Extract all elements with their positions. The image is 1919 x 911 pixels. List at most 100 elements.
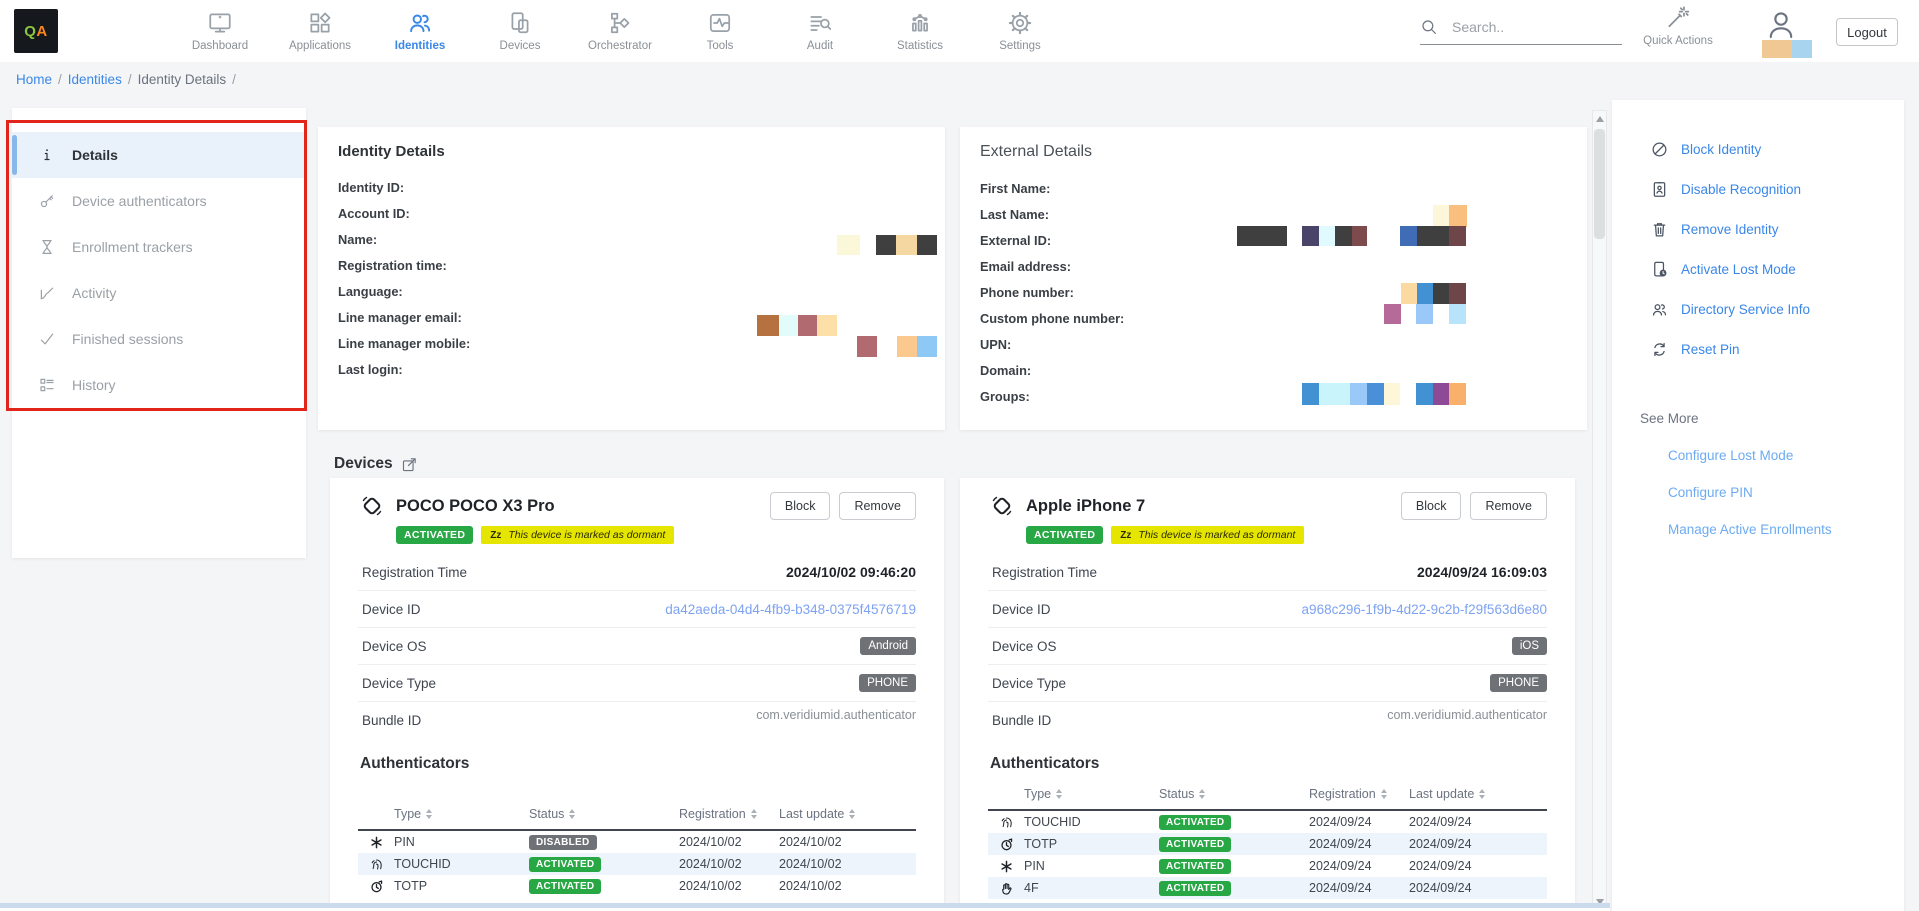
vertical-scrollbar[interactable] [1592, 110, 1607, 911]
authenticator-row[interactable]: PIN DISABLED 2024/10/02 2024/10/02 [358, 831, 916, 853]
directory-service-info-action[interactable]: Directory Service Info [1650, 300, 1904, 319]
redacted-block [917, 235, 937, 255]
device-status-badge: ACTIVATED [1026, 526, 1104, 544]
sort-registration[interactable]: Registration [1309, 787, 1409, 801]
magic-wand-icon [1665, 4, 1691, 30]
scrollbar-thumb[interactable] [1594, 129, 1605, 239]
identity-details-panel: Identity Details Identity ID: Account ID:… [318, 127, 945, 430]
sidebar-item-enrollment-trackers[interactable]: Enrollment trackers [12, 224, 306, 270]
block-device-button[interactable]: Block [1400, 492, 1462, 520]
pin-icon [988, 859, 1024, 874]
remove-device-button[interactable]: Remove [1470, 492, 1547, 520]
identities-icon [407, 4, 433, 36]
configure-pin-link[interactable]: Configure PIN [1668, 485, 1753, 500]
authenticator-row[interactable]: TOUCHID ACTIVATED 2024/10/02 2024/10/02 [358, 853, 916, 875]
scroll-up-arrow[interactable] [1596, 116, 1604, 122]
authenticator-row[interactable]: TOUCHID ACTIVATED 2024/09/24 2024/09/24 [988, 811, 1547, 833]
device-field-value: PHONE [1490, 674, 1547, 692]
redacted-block [1367, 383, 1384, 405]
quick-actions-button[interactable]: Quick Actions [1638, 4, 1718, 47]
external-field-row: Last Name: [980, 206, 1049, 222]
sort-type[interactable]: Type [1024, 787, 1159, 801]
sidebar-item-device-authenticators[interactable]: Device authenticators [12, 178, 306, 224]
sidebar-item-details[interactable]: Details [12, 132, 306, 178]
nav-orchestrator[interactable]: Orchestrator [570, 4, 670, 52]
breadcrumb-identities[interactable]: Identities [67, 72, 122, 87]
zz-sleep-icon: Zz [1120, 529, 1132, 541]
audit-icon [807, 4, 833, 36]
device-card-poco: POCO POCO X3 Pro Block Remove ACTIVATED … [330, 478, 944, 911]
sort-type[interactable]: Type [394, 807, 529, 821]
search-input[interactable] [1452, 19, 1602, 35]
authenticator-row[interactable]: TOTP ACTIVATED 2024/10/02 2024/10/02 [358, 875, 916, 897]
device-field-value: iOS [1511, 637, 1547, 655]
identity-field-row: Line manager mobile: [338, 335, 471, 351]
identity-fields: Identity ID: Account ID: Name: Registration… [318, 160, 945, 382]
authenticator-rows: PIN DISABLED 2024/10/02 2024/10/02 TOUCH… [358, 831, 916, 897]
statistics-icon [907, 4, 933, 36]
id-card-icon [1650, 180, 1669, 199]
device-phone-icon [988, 492, 1016, 520]
nav-audit[interactable]: Audit [770, 4, 870, 52]
sort-last-update[interactable]: Last update [779, 807, 916, 821]
device-field-value: 2024/10/02 09:46:20 [786, 564, 916, 580]
remove-identity-action[interactable]: Remove Identity [1650, 220, 1904, 239]
disable-recognition-action[interactable]: Disable Recognition [1650, 180, 1904, 199]
orchestrator-icon [607, 4, 633, 36]
device-name: POCO POCO X3 Pro [396, 496, 555, 515]
page-bottom-edge [0, 908, 1610, 911]
horizontal-scrollbar[interactable] [0, 903, 1610, 908]
sort-last-update[interactable]: Last update [1409, 787, 1547, 801]
devices-section-title: Devices [334, 455, 418, 473]
identity-actions-panel: Block Identity Disable Recognition Remov… [1612, 100, 1904, 911]
search [1420, 18, 1622, 45]
block-device-button[interactable]: Block [769, 492, 831, 520]
user-avatar-icon [1764, 8, 1798, 42]
nav-tools[interactable]: Tools [670, 4, 770, 52]
sidebar-item-finished-sessions[interactable]: Finished sessions [12, 316, 306, 362]
reset-pin-action[interactable]: Reset Pin [1650, 340, 1904, 359]
nav-dashboard[interactable]: Dashboard [170, 4, 270, 52]
pin-icon [358, 835, 394, 850]
sidebar-item-activity[interactable]: Activity [12, 270, 306, 316]
redacted-block [1417, 226, 1449, 246]
authenticator-row[interactable]: TOTP ACTIVATED 2024/09/24 2024/09/24 [988, 833, 1547, 855]
sort-registration[interactable]: Registration [679, 807, 779, 821]
nav-devices[interactable]: Devices [470, 4, 570, 52]
scroll-down-arrow[interactable] [1596, 899, 1604, 905]
authenticator-status-badge: ACTIVATED [1159, 836, 1232, 852]
external-details-panel: External Details First Name: Last Name: Ex… [960, 127, 1587, 430]
configure-lost-mode-link[interactable]: Configure Lost Mode [1668, 448, 1794, 463]
redacted-block [1384, 304, 1401, 324]
sort-icon [1199, 789, 1206, 799]
authenticator-row[interactable]: 4F ACTIVATED 2024/09/24 2024/09/24 [988, 877, 1547, 899]
sort-icon [1056, 789, 1063, 799]
devices-icon [507, 4, 533, 36]
external-field-row: Phone number: [980, 284, 1074, 300]
totp-icon [988, 837, 1024, 852]
sort-status[interactable]: Status [1159, 787, 1309, 801]
sort-status[interactable]: Status [529, 807, 679, 821]
applications-icon [307, 4, 333, 36]
device-field-value: PHONE [859, 674, 916, 692]
sidebar-item-history[interactable]: History [12, 362, 306, 408]
activate-lost-mode-action[interactable]: Activate Lost Mode [1650, 260, 1904, 279]
manage-active-enrollments-link[interactable]: Manage Active Enrollments [1668, 522, 1832, 537]
nav-statistics[interactable]: Statistics [870, 4, 970, 52]
nav-identities[interactable]: Identities [370, 4, 470, 52]
breadcrumb-home[interactable]: Home [16, 72, 53, 87]
block-identity-action[interactable]: Block Identity [1650, 140, 1904, 159]
sort-icon [750, 809, 757, 819]
nav-applications[interactable]: Applications [270, 4, 370, 52]
logout-button[interactable]: Logout [1836, 18, 1898, 46]
remove-device-button[interactable]: Remove [839, 492, 916, 520]
identity-field-row: Account ID: [338, 205, 410, 221]
open-in-new-icon[interactable] [401, 456, 418, 473]
user-menu[interactable] [1750, 0, 1820, 62]
authenticator-row[interactable]: PIN ACTIVATED 2024/09/24 2024/09/24 [988, 855, 1547, 877]
device-field-row: Device OS iOS [988, 628, 1547, 665]
nav-settings[interactable]: Settings [970, 4, 1070, 52]
hand-icon [988, 881, 1024, 896]
